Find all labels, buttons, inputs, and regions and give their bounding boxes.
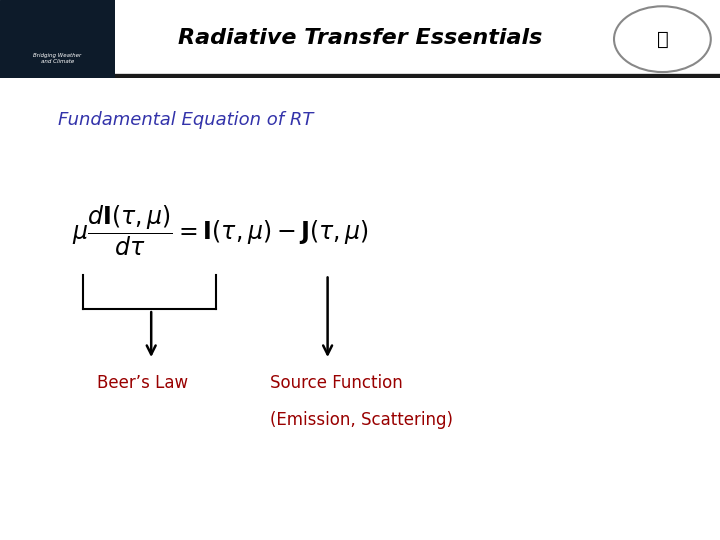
Text: 🔬: 🔬 xyxy=(657,30,668,49)
Text: (Emission, Scattering): (Emission, Scattering) xyxy=(270,411,453,429)
Text: $\mu \dfrac{d\mathbf{I}(\tau,\mu)}{d\tau} = \mathbf{I}(\tau,\mu) - \mathbf{J}(\t: $\mu \dfrac{d\mathbf{I}(\tau,\mu)}{d\tau… xyxy=(72,204,369,258)
Text: Bridging Weather
and Climate: Bridging Weather and Climate xyxy=(33,53,82,64)
Text: Radiative Transfer Essentials: Radiative Transfer Essentials xyxy=(178,28,542,48)
Text: Source Function: Source Function xyxy=(270,374,402,392)
Text: Beer’s Law: Beer’s Law xyxy=(97,374,189,392)
Text: Fundamental Equation of RT: Fundamental Equation of RT xyxy=(58,111,313,129)
